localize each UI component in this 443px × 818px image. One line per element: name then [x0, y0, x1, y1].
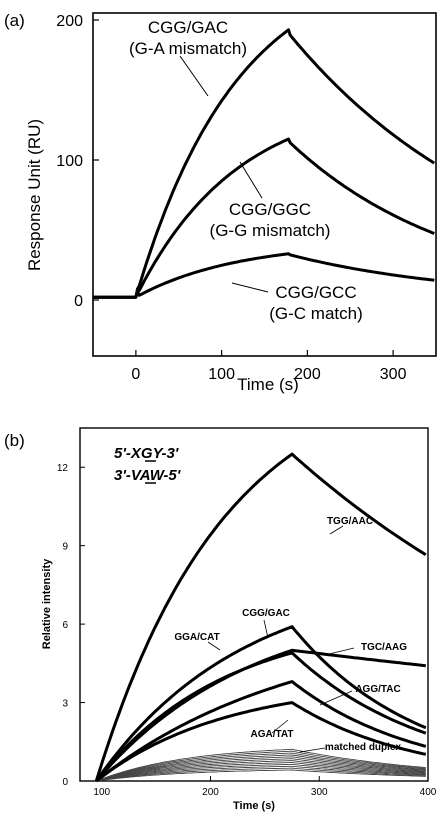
panel-b-y-tick-label: 9	[62, 542, 68, 553]
panel-b-series-matched-duplex-trace	[96, 754, 426, 782]
panel-a-series-label: (G-G mismatch)	[210, 221, 331, 240]
panel-a-y-tick-label: 100	[56, 153, 83, 170]
panel-b-series-label-cgg-gac: CGG/GAC	[242, 608, 290, 619]
panel-b-series-aga-tat	[95, 701, 427, 783]
panel-a-x-tick-label: 100	[208, 366, 235, 383]
panel-b-frame	[79, 427, 429, 782]
panel-b-label-leader	[329, 525, 344, 535]
panel-b-x-tick-label: 200	[202, 787, 219, 798]
panel-b-series-label-matched-duplex: matched duplex	[325, 742, 402, 753]
panel-b-series-matched-duplex-trace	[96, 762, 426, 782]
panel-b-x-axis-label: Time (s)	[233, 800, 275, 812]
panel-a: (a) 0 100 200 300 0 100 200 CGG/GAC (G-A misma…	[4, 11, 437, 394]
panel-a-series-label: (G-C match)	[269, 304, 363, 323]
panel-b-series-matched-duplex-trace	[96, 750, 426, 782]
panel-b-y-tick-label: 12	[57, 463, 69, 474]
panel-b-label-leader	[263, 619, 269, 639]
panel-b-series-matched-duplex-trace	[96, 763, 426, 782]
panel-a-series-cgg-gcc-g-c-match	[93, 252, 435, 299]
panel-a-label-leader	[179, 55, 209, 97]
panel-b-series-matched-duplex-trace	[96, 760, 426, 782]
panel-a-x-tick-label: 300	[380, 366, 407, 383]
panel-b-x-tick-label: 400	[420, 787, 437, 798]
panel-b-series-cgg-gac	[95, 625, 427, 782]
panel-b-series-label-aga-tat: AGA/TAT	[251, 729, 294, 740]
panel-b-label-leader	[324, 647, 355, 656]
panel-b-series-matched-duplex-trace	[96, 748, 426, 782]
panel-b-label: (b)	[4, 431, 25, 450]
panel-a-label: (a)	[4, 11, 25, 30]
panel-a-y-tick-label: 200	[56, 13, 83, 30]
panel-a-y-axis-label: Response Unit (RU)	[25, 119, 44, 271]
panel-b-y-axis-label: Relative intensity	[41, 558, 53, 649]
panel-a-series-label: CGG/GAC	[148, 18, 228, 37]
sequence-motif-bottom: 3'-VAW-5'	[114, 467, 181, 484]
panel-b-x-tick-label: 100	[93, 787, 110, 798]
panel-b-label-leader	[271, 719, 289, 734]
panel-a-series-label: CGG/GCC	[275, 283, 356, 302]
panel-b: (b) 5'-XGY-3' 3'-VAW-5' 100 200 300 400 0 3 6…	[4, 427, 437, 812]
panel-b-series-agg-tac	[95, 680, 427, 783]
panel-a-y-tick-label: 0	[74, 293, 83, 310]
panel-b-series-matched-duplex-trace	[96, 758, 426, 782]
panel-b-series-matched-duplex-trace	[96, 765, 426, 782]
panel-a-label-leader	[231, 282, 269, 293]
panel-a-series-label: CGG/GGC	[229, 200, 311, 219]
panel-b-label-leader	[207, 641, 221, 651]
panel-b-y-tick-label: 6	[62, 620, 68, 631]
panel-b-series-matched-duplex-trace	[96, 756, 426, 782]
panel-a-x-tick-label: 0	[131, 366, 140, 383]
panel-a-series-cgg-gac-g-a-mismatch	[93, 28, 436, 299]
panel-a-label-leader	[239, 161, 263, 199]
panel-b-y-tick-label: 3	[62, 699, 68, 710]
panel-b-series-matched-duplex-trace	[96, 767, 426, 782]
panel-b-label-leader	[299, 747, 326, 753]
panel-b-series-gga-cat	[95, 651, 427, 782]
panel-b-series-tgg-aac	[94, 452, 427, 782]
panel-a-series-label: (G-A mismatch)	[129, 39, 247, 58]
panel-b-y-tick-label: 0	[62, 777, 68, 788]
panel-b-series-label-tgc-aag: TGC/AAG	[361, 642, 407, 653]
panel-b-series-matched-duplex-trace	[96, 752, 426, 782]
sequence-motif-top: 5'-XGY-3'	[114, 445, 179, 462]
panel-b-x-tick-label: 300	[311, 787, 328, 798]
panel-a-series-cgg-ggc-g-g-mismatch	[93, 137, 435, 299]
panel-b-series-label-gga-cat: GGA/CAT	[174, 632, 219, 643]
panel-b-series-label-agg-tac: AGG/TAC	[355, 684, 400, 695]
panel-b-series-matched-duplex-trace	[96, 769, 426, 782]
panel-b-series-label-tgg-aac: TGG/AAC	[327, 516, 373, 527]
panel-a-frame	[92, 12, 437, 357]
panel-a-x-tick-label: 200	[294, 366, 321, 383]
panel-b-label-leader	[319, 690, 353, 706]
panel-a-x-axis-label: Time (s)	[237, 375, 299, 394]
